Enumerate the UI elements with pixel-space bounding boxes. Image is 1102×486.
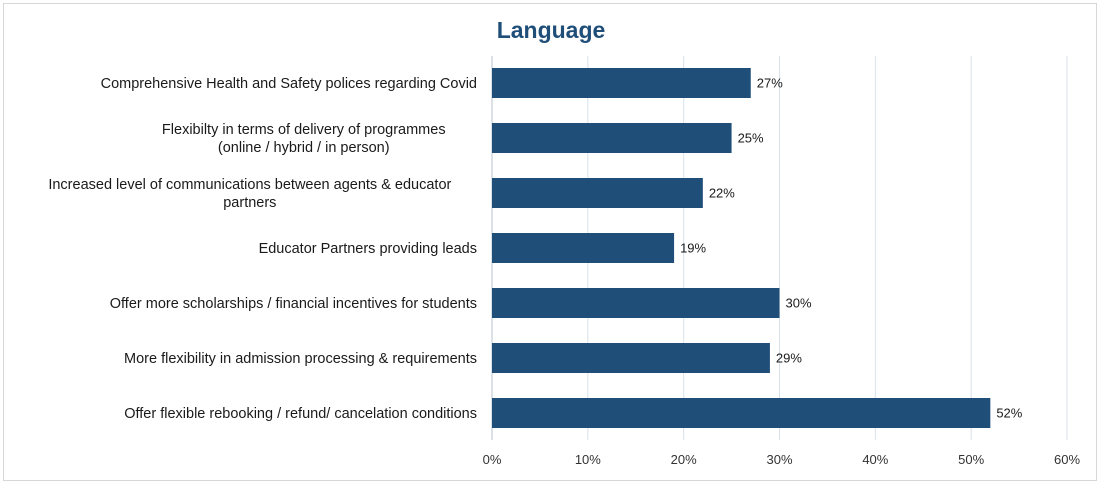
data-label: 27% xyxy=(757,76,783,91)
bar xyxy=(492,233,675,263)
x-tick-label: 50% xyxy=(958,452,984,467)
chart-title: Language xyxy=(496,17,606,43)
data-label: 52% xyxy=(996,406,1022,421)
x-tick-label: 30% xyxy=(766,452,792,467)
category-label: More flexibility in admission processing… xyxy=(124,351,477,367)
bar xyxy=(492,398,991,428)
category-label: Comprehensive Health and Safety polices … xyxy=(101,76,477,92)
x-tick-label: 40% xyxy=(862,452,888,467)
data-label: 30% xyxy=(786,296,812,311)
category-label: Offer more scholarships / financial ince… xyxy=(110,296,477,312)
category-label: (online / hybrid / in person) xyxy=(218,140,390,156)
x-tick-label: 10% xyxy=(575,452,601,467)
bar xyxy=(492,123,732,153)
data-label: 19% xyxy=(680,241,706,256)
data-label: 29% xyxy=(776,351,802,366)
data-label: 22% xyxy=(709,186,735,201)
bar xyxy=(492,288,780,318)
category-label: Flexibilty in terms of delivery of progr… xyxy=(162,122,446,138)
bar xyxy=(492,343,770,373)
bar xyxy=(492,68,751,98)
category-label: Increased level of communications betwee… xyxy=(48,177,451,193)
category-label: Educator Partners providing leads xyxy=(259,241,477,257)
x-tick-label: 20% xyxy=(671,452,697,467)
category-label: Offer flexible rebooking / refund/ cance… xyxy=(124,406,477,422)
category-label: partners xyxy=(223,195,276,211)
x-tick-label: 60% xyxy=(1054,452,1080,467)
data-label: 25% xyxy=(738,131,764,146)
bar xyxy=(492,178,703,208)
x-tick-label: 0% xyxy=(483,452,502,467)
